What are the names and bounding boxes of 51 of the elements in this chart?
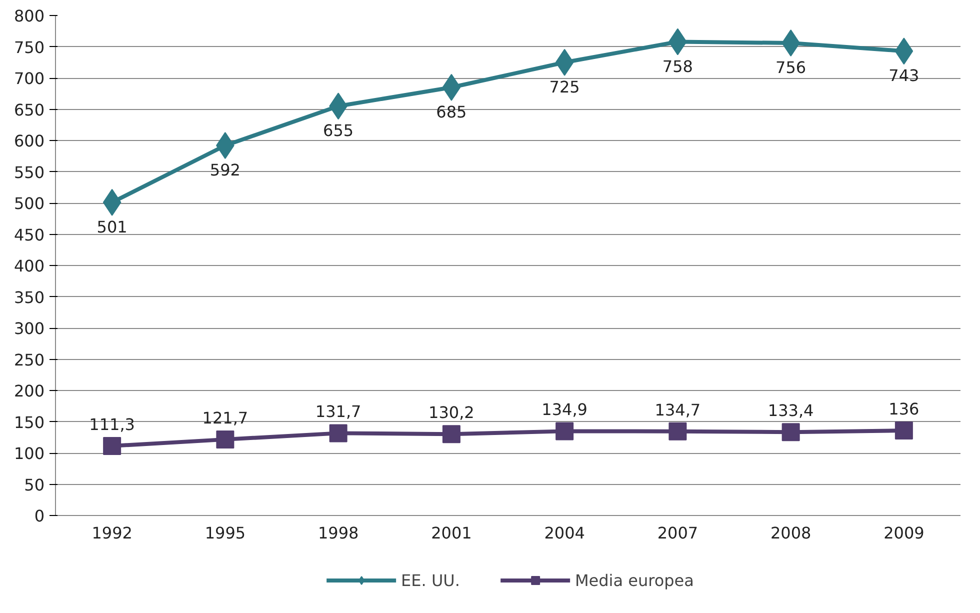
y-tick-label: 150 — [14, 412, 45, 432]
legend-label: Media europea — [574, 570, 694, 590]
data-label: 756 — [776, 58, 806, 77]
data-label: 134,7 — [654, 400, 701, 420]
y-tick-label: 700 — [14, 69, 45, 88]
y-tick-label: 100 — [14, 444, 45, 463]
data-label: 111,3 — [89, 414, 135, 434]
x-tick-label: 2009 — [884, 524, 924, 542]
x-tick-label: 2004 — [544, 524, 585, 542]
x-tick-label: 1998 — [318, 524, 359, 542]
point — [894, 422, 913, 440]
data-label: 501 — [96, 217, 128, 236]
point — [103, 436, 122, 455]
data-label: 121,7 — [202, 408, 248, 428]
y-tick-label: 200 — [14, 382, 45, 400]
point — [216, 430, 234, 448]
y-tick-label: 400 — [14, 256, 45, 276]
data-label: 592 — [210, 160, 240, 180]
y-tick-label: 650 — [14, 100, 45, 120]
y-tick-label: 750 — [14, 38, 45, 57]
y-tick-label: 0 — [34, 506, 45, 526]
y-tick-label: 600 — [14, 132, 45, 150]
data-label: 136 — [888, 400, 920, 418]
data-label: 134,9 — [542, 400, 588, 420]
data-label: 685 — [436, 102, 467, 122]
y-tick-label: 250 — [14, 350, 45, 370]
point — [556, 422, 574, 440]
data-label: 758 — [662, 56, 693, 76]
y-tick-label: 450 — [14, 225, 45, 244]
x-tick-label: 1995 — [204, 524, 246, 542]
y-tick-label: 550 — [14, 162, 45, 182]
data-label: 725 — [549, 77, 580, 96]
point — [442, 425, 460, 444]
legend-label: EE. UU. — [401, 570, 460, 590]
y-tick-label: 800 — [14, 6, 45, 26]
y-tick-label: 350 — [14, 288, 45, 307]
data-label: 130,2 — [428, 403, 474, 422]
point — [329, 424, 348, 442]
y-tick-label: 300 — [14, 319, 45, 338]
x-tick-label: 2008 — [770, 524, 812, 542]
data-label: 131,7 — [315, 402, 362, 422]
data-label: 133,4 — [768, 401, 814, 420]
x-tick-label: 2001 — [431, 524, 472, 542]
y-tick-label: 500 — [14, 194, 45, 213]
x-tick-label: 2007 — [657, 524, 698, 542]
data-label: 743 — [888, 66, 920, 86]
point — [668, 422, 687, 440]
x-tick-label: 1992 — [92, 524, 132, 542]
y-tick-label: 50 — [24, 475, 44, 494]
data-label: 655 — [323, 121, 354, 140]
point — [782, 423, 800, 442]
